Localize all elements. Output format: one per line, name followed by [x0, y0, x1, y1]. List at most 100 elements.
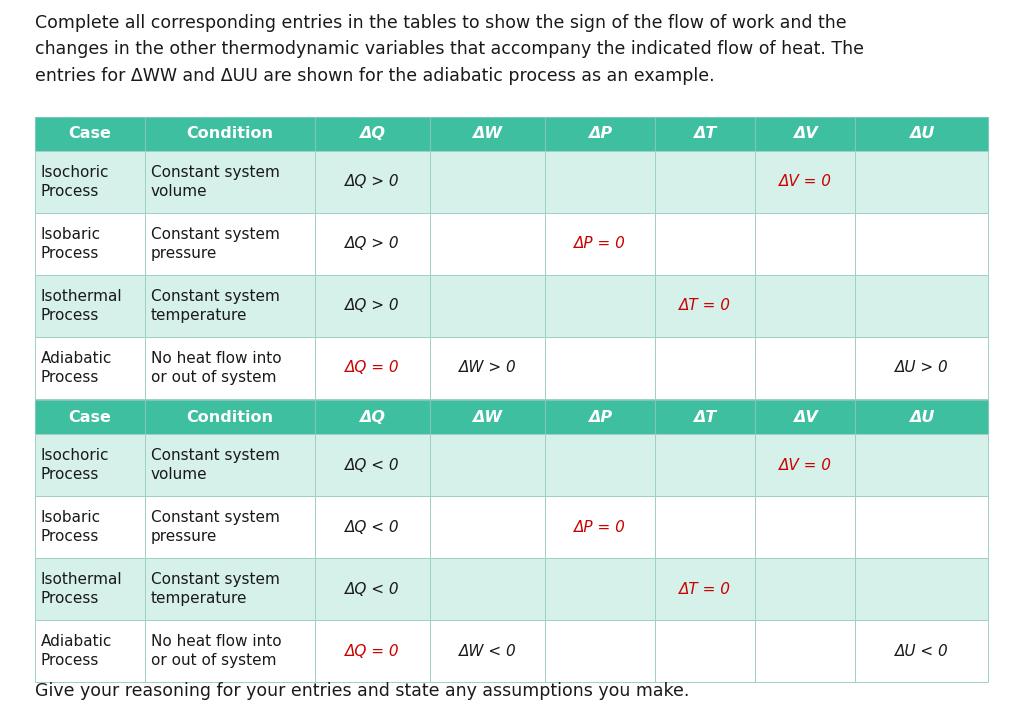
Text: Isochoric
Process: Isochoric Process — [41, 165, 110, 199]
Bar — [430, 620, 545, 682]
Text: Case: Case — [69, 126, 112, 142]
Text: ΔW < 0: ΔW < 0 — [459, 643, 516, 658]
Text: No heat flow into
or out of system: No heat flow into or out of system — [151, 634, 282, 668]
Text: Isochoric
Process: Isochoric Process — [41, 448, 110, 482]
Text: Give your reasoning for your entries and state any assumptions you make.: Give your reasoning for your entries and… — [35, 682, 689, 700]
Bar — [755, 400, 855, 434]
Text: Constant system
pressure: Constant system pressure — [151, 227, 280, 261]
Bar — [430, 400, 545, 434]
Bar — [315, 117, 430, 151]
Text: Case: Case — [69, 409, 112, 425]
Bar — [430, 337, 545, 399]
Text: ΔT = 0: ΔT = 0 — [679, 582, 731, 597]
Bar — [35, 213, 145, 275]
Text: Constant system
volume: Constant system volume — [151, 448, 280, 482]
Bar — [315, 620, 430, 682]
Bar — [655, 496, 755, 558]
Bar — [655, 117, 755, 151]
Text: ΔV = 0: ΔV = 0 — [778, 457, 831, 473]
Bar — [430, 558, 545, 620]
Bar — [545, 213, 655, 275]
Bar — [545, 496, 655, 558]
Text: ΔV: ΔV — [793, 126, 817, 142]
Bar — [655, 400, 755, 434]
Bar — [755, 496, 855, 558]
Bar — [315, 434, 430, 496]
Bar — [315, 275, 430, 337]
Bar — [315, 213, 430, 275]
Text: Condition: Condition — [186, 409, 273, 425]
Text: Constant system
temperature: Constant system temperature — [151, 572, 280, 606]
Bar — [145, 275, 315, 337]
Bar — [755, 151, 855, 213]
Bar — [315, 337, 430, 399]
Bar — [430, 151, 545, 213]
Bar — [545, 275, 655, 337]
Bar — [545, 558, 655, 620]
Text: ΔQ: ΔQ — [359, 126, 385, 142]
Bar — [545, 434, 655, 496]
Bar — [145, 151, 315, 213]
Bar — [855, 620, 988, 682]
Text: ΔV = 0: ΔV = 0 — [778, 174, 831, 189]
Bar — [855, 213, 988, 275]
Bar — [35, 434, 145, 496]
Text: No heat flow into
or out of system: No heat flow into or out of system — [151, 351, 282, 385]
Bar — [35, 620, 145, 682]
Bar — [35, 496, 145, 558]
Text: Isobaric
Process: Isobaric Process — [41, 510, 101, 544]
Text: ΔT: ΔT — [693, 126, 717, 142]
Text: Isothermal
Process: Isothermal Process — [41, 289, 123, 323]
Text: ΔP = 0: ΔP = 0 — [574, 237, 626, 251]
Bar — [755, 275, 855, 337]
Text: ΔP = 0: ΔP = 0 — [574, 520, 626, 534]
Text: ΔU: ΔU — [909, 409, 934, 425]
Bar — [35, 337, 145, 399]
Bar — [655, 434, 755, 496]
Bar — [145, 434, 315, 496]
Bar — [145, 213, 315, 275]
Bar — [545, 151, 655, 213]
Bar — [315, 400, 430, 434]
Bar — [755, 337, 855, 399]
Bar — [35, 151, 145, 213]
Text: ΔP: ΔP — [588, 409, 612, 425]
Text: Adiabatic
Process: Adiabatic Process — [41, 351, 113, 385]
Text: ΔW: ΔW — [472, 126, 503, 142]
Text: Constant system
volume: Constant system volume — [151, 165, 280, 199]
Text: Adiabatic
Process: Adiabatic Process — [41, 634, 113, 668]
Bar — [145, 337, 315, 399]
Bar — [655, 275, 755, 337]
Bar — [855, 337, 988, 399]
Bar — [755, 558, 855, 620]
Bar — [315, 558, 430, 620]
Bar — [145, 400, 315, 434]
Bar — [35, 558, 145, 620]
Bar — [430, 213, 545, 275]
Text: ΔQ > 0: ΔQ > 0 — [345, 237, 399, 251]
Bar — [145, 620, 315, 682]
Text: ΔQ > 0: ΔQ > 0 — [345, 174, 399, 189]
Bar — [655, 620, 755, 682]
Text: ΔT = 0: ΔT = 0 — [679, 298, 731, 314]
Text: ΔT: ΔT — [693, 409, 717, 425]
Bar — [35, 275, 145, 337]
Bar — [145, 558, 315, 620]
Text: Constant system
temperature: Constant system temperature — [151, 289, 280, 323]
Bar — [430, 275, 545, 337]
Bar — [755, 434, 855, 496]
Bar — [545, 337, 655, 399]
Bar — [855, 558, 988, 620]
Bar — [755, 213, 855, 275]
Text: ΔQ: ΔQ — [359, 409, 385, 425]
Bar — [655, 558, 755, 620]
Bar — [855, 275, 988, 337]
Bar — [430, 496, 545, 558]
Bar — [315, 151, 430, 213]
Bar — [145, 117, 315, 151]
Text: ΔV: ΔV — [793, 409, 817, 425]
Bar — [655, 151, 755, 213]
Bar — [35, 117, 145, 151]
Text: ΔW > 0: ΔW > 0 — [459, 361, 516, 375]
Bar — [855, 151, 988, 213]
